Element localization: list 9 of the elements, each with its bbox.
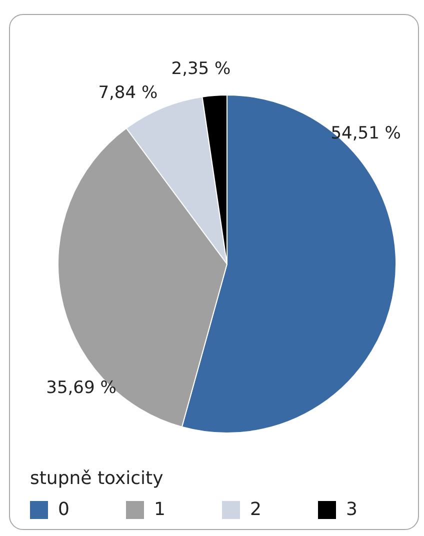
data-label: 2,35 % [171,59,231,80]
data-label: 35,69 % [46,378,116,398]
legend-label: 0 [58,499,70,520]
data-label: 7,84 % [98,82,158,103]
legend-label: 1 [154,499,166,520]
data-label: 54,51 % [330,123,401,144]
legend-title: stupně toxicity [30,468,164,489]
legend-label: 3 [346,499,358,520]
legend-label: 2 [250,499,262,520]
